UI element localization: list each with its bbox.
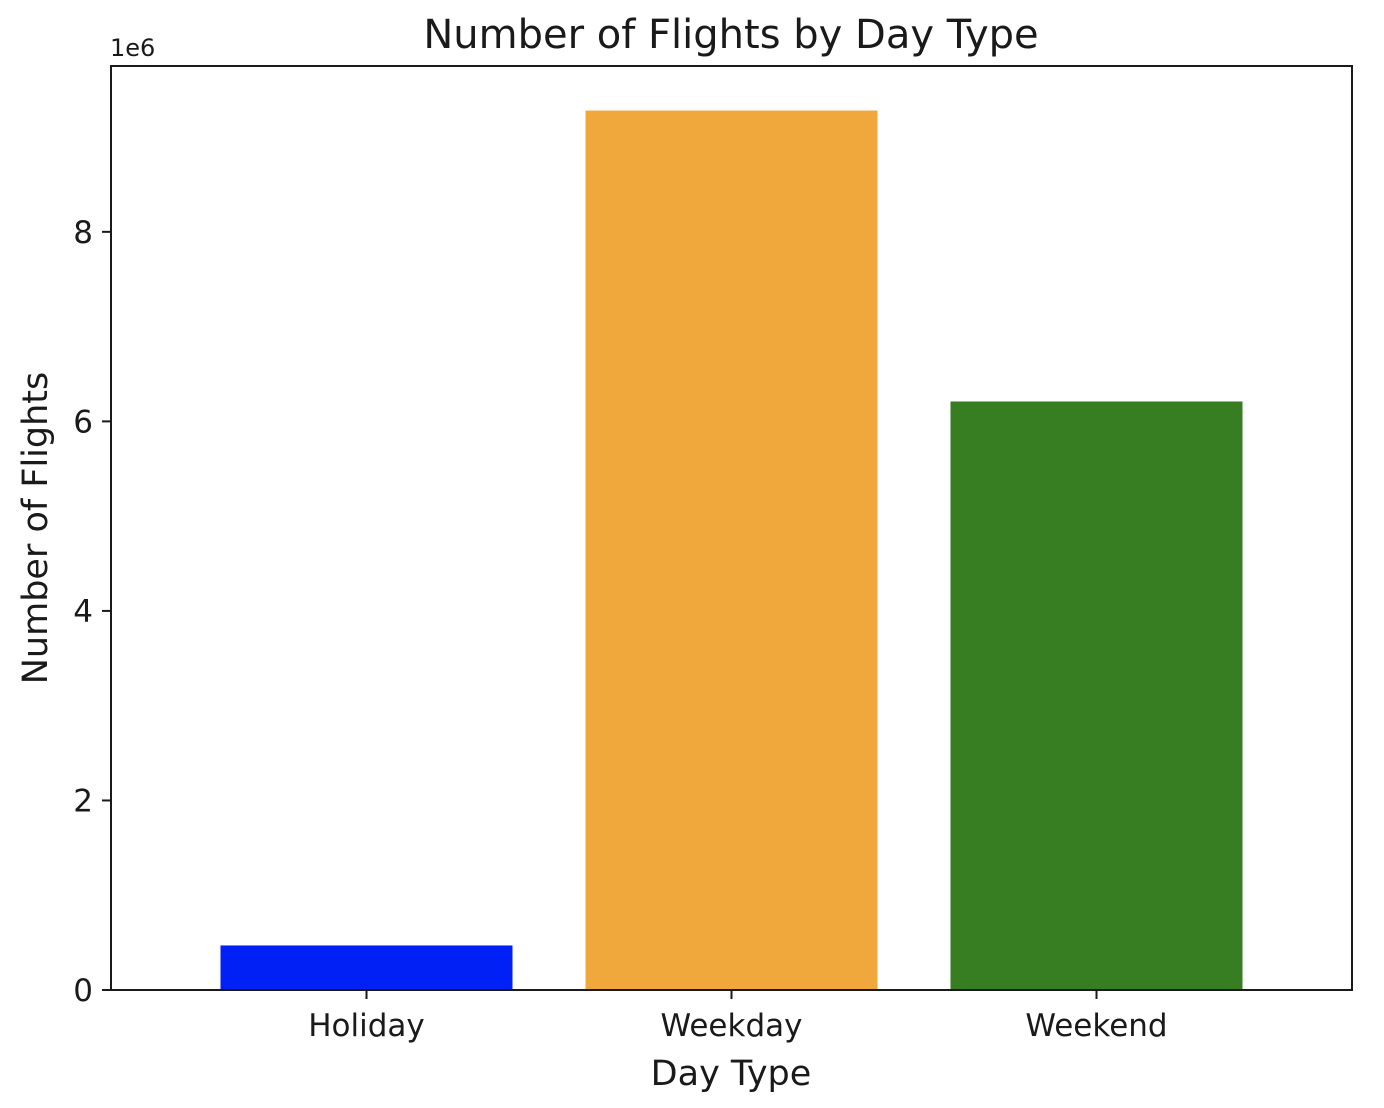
y-tick-label: 0	[73, 973, 93, 1009]
x-axis-label: Day Type	[651, 1054, 812, 1094]
bar-weekend	[950, 401, 1243, 991]
x-axis-ticks: Holiday Weekday Weekend	[308, 990, 1168, 1044]
x-tick-label-weekend: Weekend	[1025, 1008, 1167, 1044]
y-tick-label: 8	[73, 215, 93, 251]
bar-weekday	[585, 110, 878, 990]
y-axis-offset-label: 1e6	[110, 34, 155, 62]
y-axis-label: Number of Flights	[16, 372, 56, 685]
plot-frame	[110, 65, 1353, 991]
x-tick-label-weekday: Weekday	[661, 1008, 803, 1044]
bars	[220, 110, 1243, 991]
x-tick-label-holiday: Holiday	[308, 1008, 425, 1044]
y-axis-ticks: 0 2 4 6 8	[73, 215, 111, 1009]
y-tick-label: 4	[73, 594, 93, 630]
y-tick-label: 6	[73, 404, 93, 440]
bar-holiday	[220, 945, 513, 990]
chart-title: Number of Flights by Day Type	[423, 12, 1038, 58]
y-tick-label: 2	[73, 783, 93, 819]
